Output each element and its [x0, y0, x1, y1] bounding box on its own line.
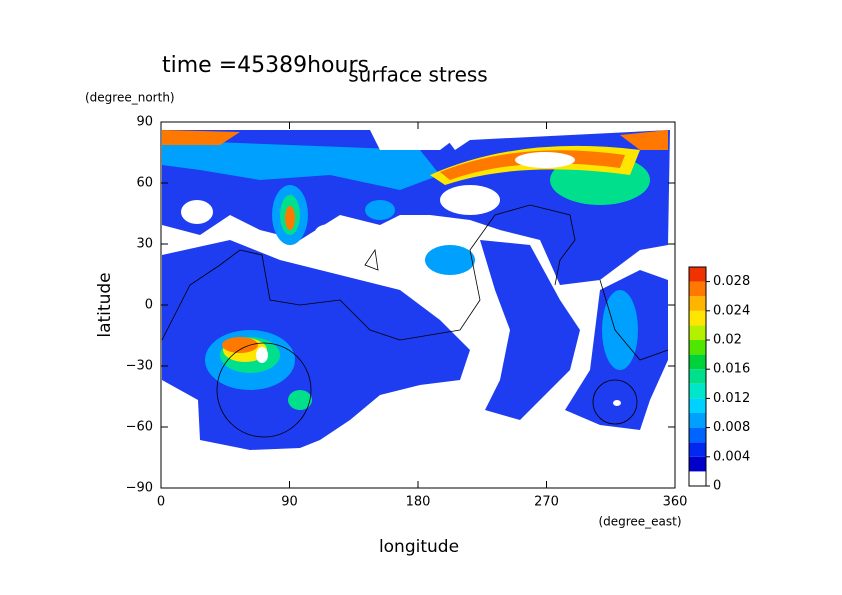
colorbar-tick-label: 0	[713, 479, 721, 494]
colorbar-swatch	[689, 383, 706, 399]
chart-subtitle: time =45389hours	[162, 53, 369, 78]
colorbar-swatch	[689, 296, 706, 311]
colorbar-swatch	[689, 398, 706, 413]
colorbar-tick-label: 0.028	[713, 274, 750, 289]
contour-field	[161, 122, 670, 450]
y-tick-label: −90	[126, 481, 153, 496]
colorbar-swatch	[689, 325, 706, 340]
colorbar-swatch	[689, 427, 706, 443]
x-tick-label: 270	[534, 495, 559, 510]
y-tick-label: −60	[126, 420, 153, 435]
x-axis-label: longitude	[379, 537, 459, 557]
y-tick-label: −30	[126, 359, 153, 374]
colorbar-swatch	[689, 456, 706, 472]
y-tick-label: 60	[136, 176, 153, 191]
colorbar-swatch	[689, 267, 706, 282]
colorbar-swatch	[689, 413, 706, 428]
x-unit: (degree_east)	[598, 515, 681, 529]
colorbar-swatch	[689, 281, 706, 297]
x-tick-label: 90	[281, 495, 298, 510]
y-unit: (degree_north)	[85, 91, 175, 105]
y-tick-label: 0	[145, 298, 153, 313]
colorbar-swatch	[689, 354, 706, 370]
colorbar-swatch	[689, 369, 706, 384]
x-tick-label: 180	[406, 495, 431, 510]
y-tick-label: 30	[136, 237, 153, 252]
y-tick-label: 90	[136, 115, 153, 130]
colorbar-tick-label: 0.02	[713, 333, 742, 348]
x-tick-label: 360	[663, 495, 688, 510]
colorbar-frame	[688, 266, 707, 487]
colorbar-tick-label: 0.012	[713, 391, 750, 406]
colorbar-swatch	[689, 310, 706, 326]
colorbar-tick-label: 0.016	[713, 362, 750, 377]
colorbar-swatch	[689, 442, 706, 457]
colorbar-swatch	[689, 471, 706, 486]
colorbar-tick-label: 0.004	[713, 449, 750, 464]
chart-title: surface stress	[348, 63, 487, 87]
x-tick-label: 0	[157, 495, 165, 510]
colorbar-swatch	[689, 340, 706, 355]
y-axis-label: latitude	[95, 272, 115, 337]
colorbar-tick-label: 0.008	[713, 420, 750, 435]
colorbar-tick-label: 0.024	[713, 303, 750, 318]
